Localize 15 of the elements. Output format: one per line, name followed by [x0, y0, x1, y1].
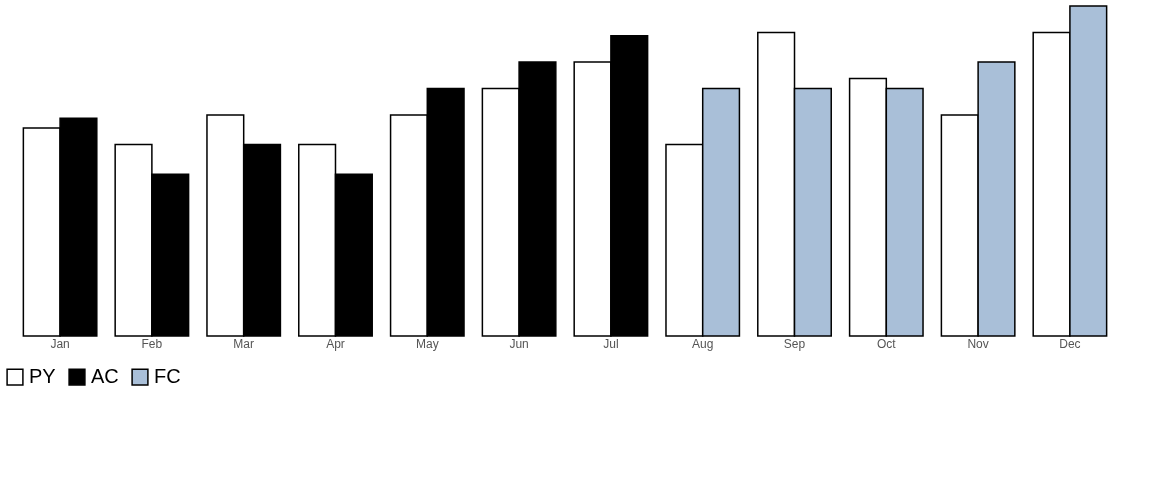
- legend-label: PY: [29, 365, 56, 388]
- x-tick-label: Oct: [876, 336, 897, 351]
- x-tick-label: Jul: [603, 336, 619, 351]
- legend-label: FC: [154, 365, 181, 388]
- x-tick-label: Feb: [141, 336, 163, 351]
- x-tick-label: Sep: [783, 336, 806, 351]
- x-tick-label: Jan: [50, 336, 70, 351]
- x-tick-label: Nov: [967, 336, 989, 351]
- x-tick-label: May: [415, 336, 439, 351]
- x-tick-label: Aug: [692, 336, 714, 351]
- legend-label: AC: [91, 365, 119, 388]
- x-tick-label: Dec: [1059, 336, 1081, 351]
- x-tick-label: Jun: [509, 336, 529, 351]
- x-tick-label: Apr: [326, 336, 345, 351]
- x-tick-label: Mar: [233, 336, 255, 351]
